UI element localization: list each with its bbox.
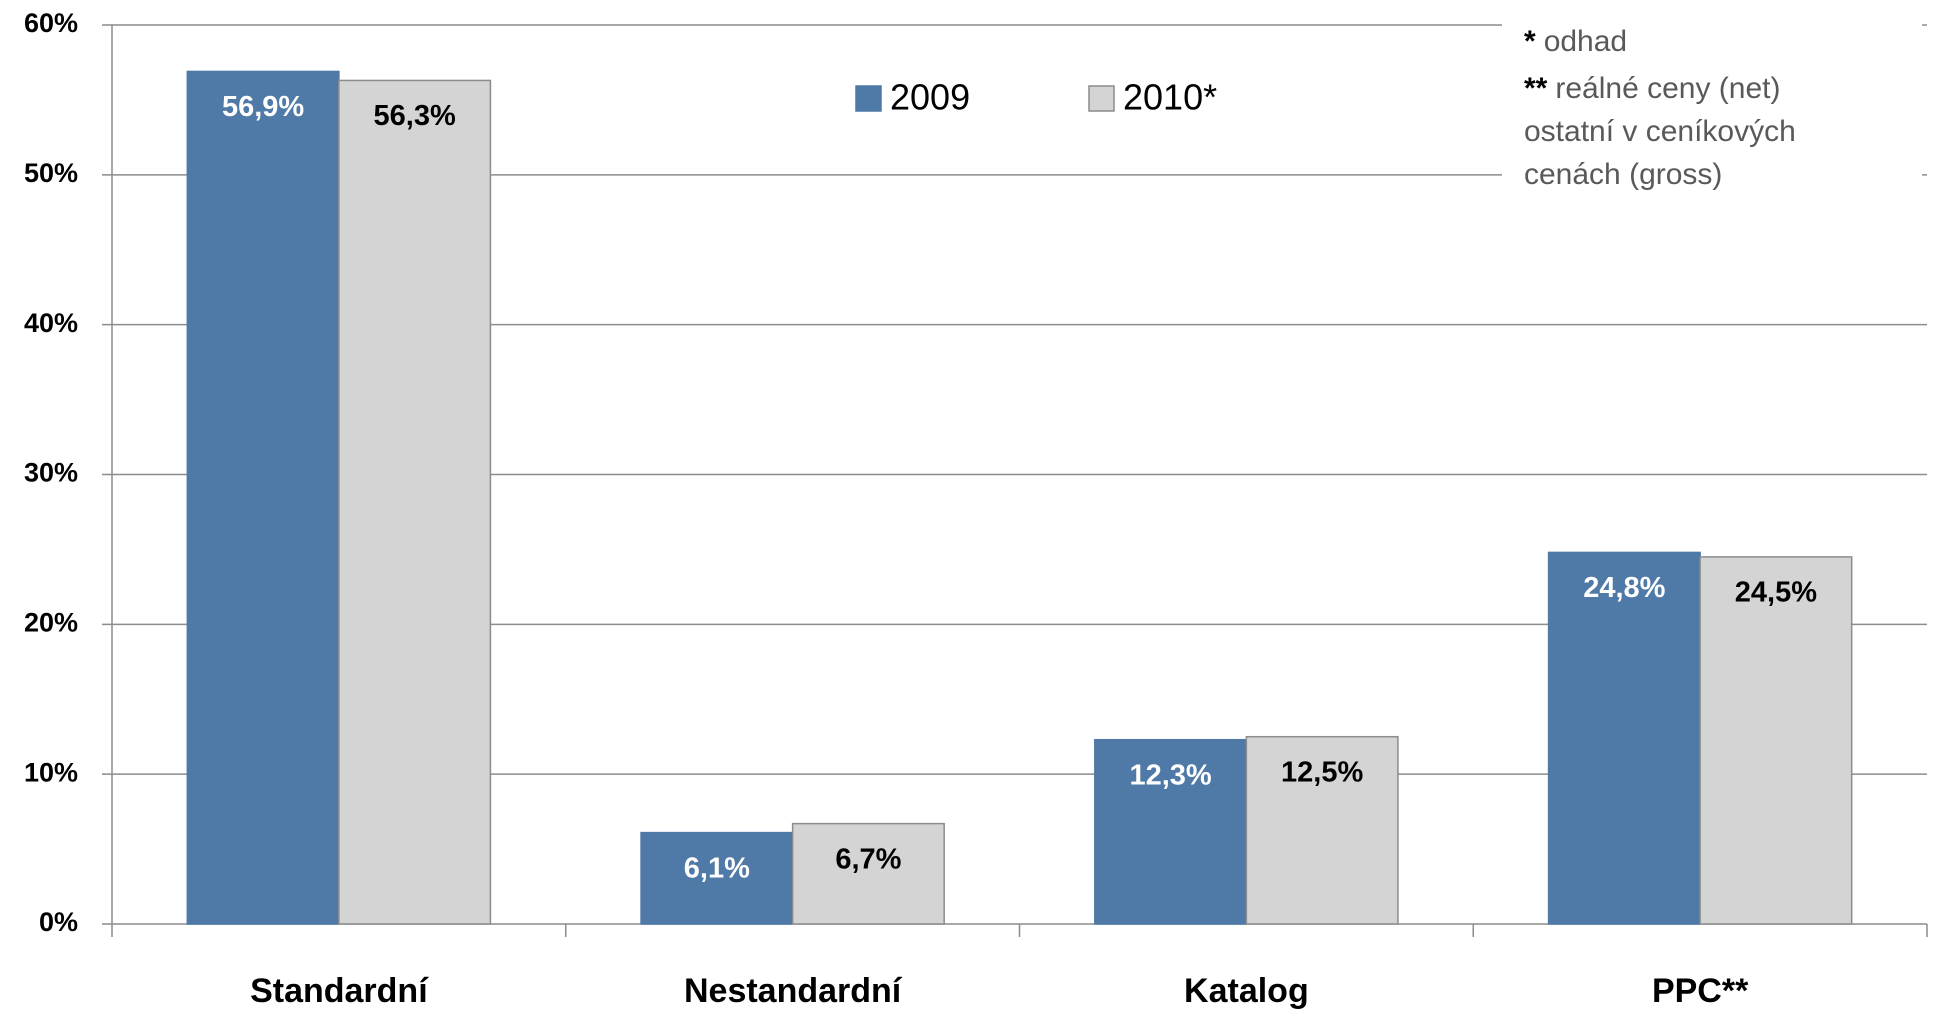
note-mark: * [1524,25,1536,58]
x-tick-label: Katalog [1184,972,1309,1010]
note-mark: ** [1524,72,1548,105]
note: ** reálné ceny (net) [1524,72,1780,105]
data-label: 24,8% [1583,572,1665,604]
data-label: 56,3% [374,100,456,132]
note-text: reálné ceny (net) [1555,72,1780,105]
bar [186,70,340,925]
legend-label: 2010* [1123,77,1217,118]
notes-box [1502,0,1922,200]
note-text: ostatní v ceníkových [1524,115,1796,148]
legend-swatch [855,85,882,112]
x-tick-label: Nestandardní [684,972,903,1010]
data-label: 56,9% [222,91,304,123]
data-label: 12,3% [1129,759,1211,791]
data-label: 12,5% [1281,756,1363,788]
y-tick-label: 0% [39,907,78,937]
note: cenách (gross) [1524,158,1722,191]
bar [1547,551,1701,925]
x-tick-label: Standardní [250,972,429,1010]
bar [640,831,794,925]
x-tick-label: PPC** [1652,972,1749,1010]
legend-swatch [1088,85,1115,112]
bar [1245,735,1399,925]
legend-label: 2009 [890,77,970,118]
note: ostatní v ceníkových [1524,115,1796,148]
bar [791,822,945,925]
y-tick-label: 10% [24,757,78,787]
note: * odhad [1524,25,1627,58]
y-tick-label: 20% [24,607,78,637]
bar [338,79,492,925]
data-label: 24,5% [1735,577,1817,609]
y-tick-label: 30% [24,458,78,488]
note-text: odhad [1544,25,1627,58]
y-tick-label: 50% [24,158,78,188]
bar [1699,556,1853,925]
data-label: 6,1% [684,852,750,884]
bar [1094,738,1248,925]
data-label: 6,7% [835,843,901,875]
note-text: cenách (gross) [1524,158,1722,191]
y-tick-label: 40% [24,308,78,338]
y-tick-label: 60% [24,8,78,38]
